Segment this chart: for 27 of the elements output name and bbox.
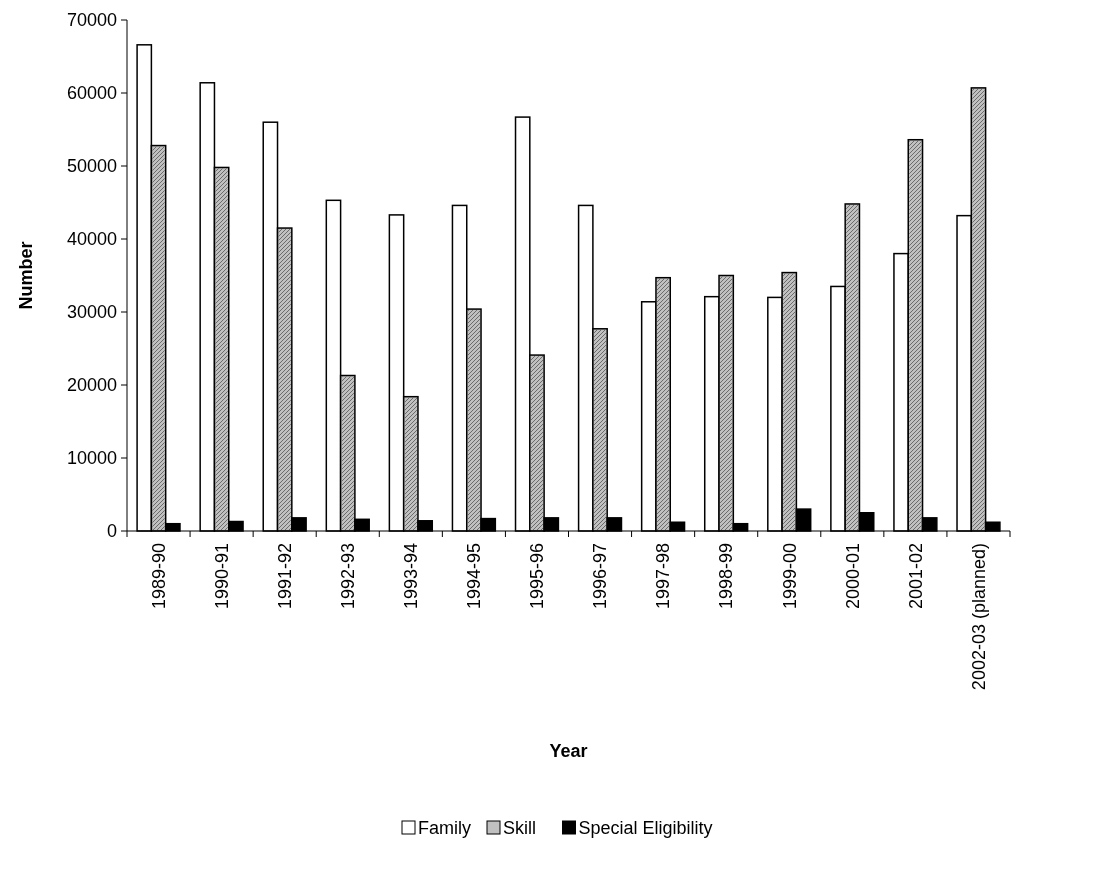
y-tick-label: 10000 [66, 448, 117, 469]
y-axis-title: Number [16, 241, 36, 310]
x-tick-label: 1999-00 [779, 543, 800, 610]
y-tick-label: 60000 [66, 83, 117, 104]
x-tick-label: 2002-03 (planned) [968, 543, 989, 691]
x-tick-label: 1991-92 [274, 543, 295, 610]
x-tick-label: 1995-96 [527, 543, 548, 610]
x-tick-label: 1997-98 [653, 543, 674, 610]
x-tick-label: 2001-02 [905, 543, 926, 610]
y-tick-label: 30000 [66, 302, 117, 323]
x-tick-label: 1993-94 [401, 543, 422, 610]
y-tick-label: 40000 [66, 229, 117, 250]
x-tick-label: 2000-01 [842, 543, 863, 610]
x-tick-label: 1998-99 [716, 543, 737, 610]
x-axis-title: Year [549, 741, 588, 761]
y-tick-label: 70000 [66, 10, 117, 31]
x-tick-label: 1992-93 [338, 543, 359, 610]
legend-label: Skill [503, 818, 537, 839]
legend-label: Special Eligibility [578, 818, 713, 839]
y-tick-label: 0 [106, 521, 117, 542]
y-tick-label: 20000 [66, 375, 117, 396]
legend-label: Family [418, 818, 471, 839]
x-tick-label: 1994-95 [464, 543, 485, 610]
x-tick-label: 1990-91 [211, 543, 232, 610]
x-tick-label: 1989-90 [148, 543, 169, 610]
y-tick-label: 50000 [66, 156, 117, 177]
x-tick-label: 1996-97 [590, 543, 611, 610]
